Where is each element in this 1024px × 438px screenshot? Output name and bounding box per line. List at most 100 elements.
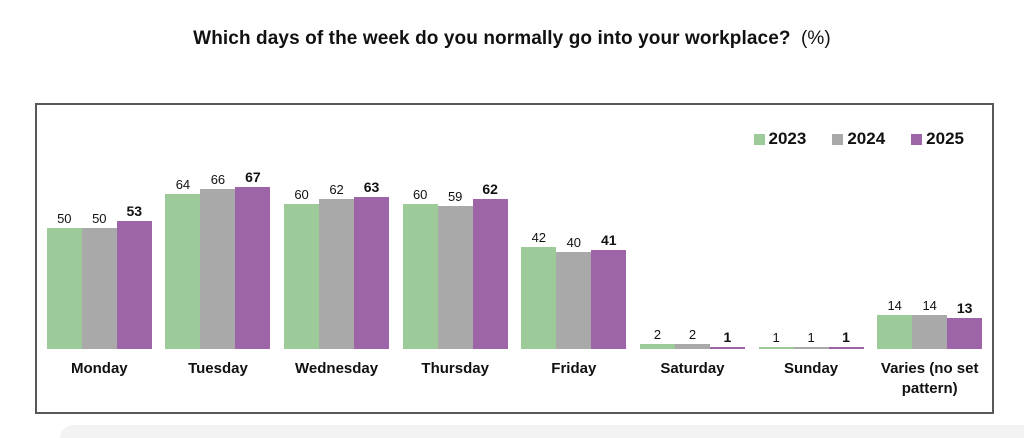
bar-group: 60 59 62 Thursday bbox=[396, 105, 515, 412]
category-label: Wednesday bbox=[295, 360, 379, 377]
bar-with-label: 42 bbox=[521, 231, 557, 349]
bar-2023 bbox=[165, 194, 201, 349]
bar-with-label: 53 bbox=[116, 203, 152, 349]
bar-2025 bbox=[472, 199, 508, 349]
bar-2025 bbox=[828, 347, 864, 349]
bar-cluster: 60 62 63 bbox=[284, 105, 390, 349]
bar-with-label: 1 bbox=[709, 329, 745, 349]
value-label: 2 bbox=[653, 327, 662, 342]
bar-with-label: 62 bbox=[319, 182, 355, 349]
bar-cluster: 60 59 62 bbox=[402, 105, 508, 349]
bar-2025 bbox=[235, 187, 271, 349]
value-label: 50 bbox=[92, 211, 107, 226]
value-label: 60 bbox=[412, 187, 428, 202]
bar-groups: 50 50 53 Monday 64 66 67 Tuesday 60 62 63 Wednesday… bbox=[40, 105, 989, 412]
value-label: 1 bbox=[807, 330, 815, 345]
bar-group: 42 40 41 Friday bbox=[515, 105, 634, 412]
page-background-strip bbox=[60, 425, 1024, 438]
bar-with-label: 62 bbox=[472, 181, 508, 349]
bar-with-label: 64 bbox=[165, 178, 201, 349]
value-label: 1 bbox=[842, 329, 850, 345]
bar-cluster: 42 40 41 bbox=[521, 105, 627, 349]
bar-2025 bbox=[354, 197, 390, 349]
bar-group: 50 50 53 Monday bbox=[40, 105, 159, 412]
legend-swatch-2025 bbox=[911, 133, 923, 145]
bar-with-label: 66 bbox=[200, 172, 236, 349]
category-label: Saturday bbox=[660, 360, 725, 377]
bar-group: 1 1 1 Sunday bbox=[752, 105, 871, 412]
legend-item-2024: 2024 bbox=[832, 129, 885, 149]
category-label: Monday bbox=[70, 360, 128, 377]
legend-label-2024: 2024 bbox=[847, 129, 886, 148]
bar-with-label: 63 bbox=[354, 179, 390, 349]
bar-2024 bbox=[912, 315, 948, 349]
value-label: 1 bbox=[772, 330, 780, 345]
bar-2024 bbox=[674, 344, 710, 349]
value-label: 14 bbox=[887, 298, 902, 313]
value-label: 62 bbox=[482, 181, 498, 197]
category-label: Sunday bbox=[783, 360, 839, 377]
legend-item-2023: 2023 bbox=[753, 129, 807, 149]
bar-2024 bbox=[319, 199, 355, 349]
bar-2023 bbox=[639, 344, 675, 349]
bar-with-label: 50 bbox=[46, 211, 82, 349]
value-label: 14 bbox=[922, 298, 937, 313]
value-label: 63 bbox=[363, 179, 380, 195]
bar-with-label: 14 bbox=[877, 298, 913, 349]
bar-2023 bbox=[402, 204, 438, 349]
bar-cluster: 2 2 1 bbox=[639, 105, 745, 349]
bar-group: 2 2 1 Saturday bbox=[633, 105, 752, 412]
legend-swatch-2024 bbox=[832, 133, 844, 145]
bar-group: 64 66 67 Tuesday bbox=[159, 105, 278, 412]
bar-2023 bbox=[877, 315, 913, 349]
bar-group: 60 62 63 Wednesday bbox=[277, 105, 396, 412]
value-label: 53 bbox=[126, 203, 143, 219]
value-label: 50 bbox=[57, 211, 72, 226]
legend-label-2023: 2023 bbox=[768, 129, 807, 148]
bar-cluster: 50 50 53 bbox=[46, 105, 152, 349]
bar-with-label: 40 bbox=[556, 235, 592, 349]
chart-title-main: Which days of the week do you normally g… bbox=[193, 28, 791, 49]
bar-2023 bbox=[284, 204, 320, 349]
chart-title-suffix: (%) bbox=[800, 28, 831, 49]
legend: 2023 2024 2025 bbox=[753, 129, 964, 149]
value-label: 1 bbox=[723, 329, 732, 345]
chart-title: Which days of the week do you normally g… bbox=[0, 28, 1024, 50]
legend-item-2025: 2025 bbox=[911, 129, 964, 149]
value-label: 41 bbox=[601, 232, 617, 248]
bar-2024 bbox=[556, 252, 592, 349]
bar-2024 bbox=[437, 206, 473, 349]
bar-with-label: 59 bbox=[437, 189, 473, 349]
bar-with-label: 1 bbox=[828, 329, 864, 349]
bar-2025 bbox=[591, 250, 627, 349]
bar-2025 bbox=[947, 318, 983, 349]
bar-2023 bbox=[46, 228, 82, 349]
value-label: 59 bbox=[447, 189, 463, 204]
plot-area: 2023 2024 2025 50 50 53 Monday 64 66 67 Tuesday 60… bbox=[35, 103, 994, 414]
bar-2024 bbox=[200, 189, 236, 349]
category-label: Thursday bbox=[421, 360, 489, 377]
bar-2023 bbox=[758, 347, 794, 349]
bar-2024 bbox=[793, 347, 829, 349]
value-label: 60 bbox=[294, 187, 309, 202]
bar-2023 bbox=[521, 247, 557, 349]
value-label: 67 bbox=[245, 169, 261, 185]
bar-2025 bbox=[709, 347, 745, 349]
bar-cluster: 64 66 67 bbox=[165, 105, 271, 349]
bar-with-label: 1 bbox=[758, 330, 794, 349]
bar-2025 bbox=[116, 221, 152, 349]
value-label: 66 bbox=[210, 172, 226, 187]
category-label: Tuesday bbox=[188, 360, 248, 377]
bar-group: 14 14 13 Varies (no set pattern) bbox=[870, 105, 989, 412]
legend-label-2025: 2025 bbox=[926, 129, 964, 148]
bar-with-label: 2 bbox=[639, 327, 675, 349]
bar-with-label: 67 bbox=[235, 169, 271, 349]
category-label: Varies (no set pattern) bbox=[880, 360, 979, 398]
value-label: 62 bbox=[329, 182, 344, 197]
value-label: 13 bbox=[956, 300, 973, 316]
bar-2024 bbox=[81, 228, 117, 349]
bar-with-label: 60 bbox=[284, 187, 320, 349]
bar-with-label: 50 bbox=[81, 211, 117, 349]
value-label: 40 bbox=[566, 235, 582, 250]
bar-with-label: 41 bbox=[591, 232, 627, 349]
